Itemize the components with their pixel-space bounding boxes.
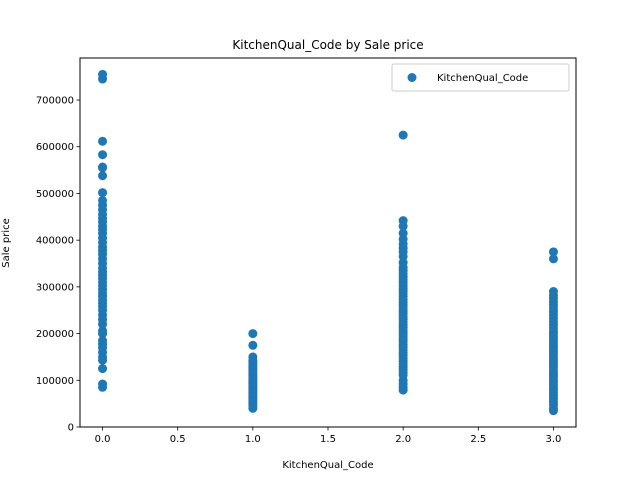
x-tick-label: 1.0 [245, 434, 261, 445]
x-tick-label: 0.0 [95, 434, 111, 445]
x-tick-label: 3.0 [546, 434, 562, 445]
data-point [98, 171, 108, 181]
data-point [98, 329, 108, 339]
y-tick-label: 700000 [36, 96, 74, 107]
y-tick-label: 400000 [36, 236, 74, 247]
legend: KitchenQual_Code [391, 63, 570, 92]
data-point [98, 74, 108, 84]
data-point [98, 188, 108, 198]
data-point [98, 136, 108, 146]
plot-frame [79, 57, 577, 428]
x-tick-label: 2.5 [470, 434, 486, 445]
data-point [98, 319, 108, 329]
x-tick-label: 2.0 [395, 434, 411, 445]
data-point [98, 364, 108, 374]
legend-marker [407, 73, 417, 82]
x-axis-label: KitchenQual_Code [282, 460, 373, 471]
y-tick-label: 500000 [36, 189, 74, 200]
x-axis: 0.0 0.5 1.0 1.5 2.0 2.5 3.0 [95, 427, 562, 445]
data-points [98, 69, 558, 416]
y-tick-label: 200000 [36, 329, 74, 340]
legend-box [391, 63, 570, 92]
data-point [248, 403, 258, 413]
y-tick-label: 0 [68, 423, 74, 434]
y-axis: 0 100000 200000 300000 400000 500000 600000 700… [36, 96, 80, 434]
legend-label: KitchenQual_Code [437, 73, 528, 84]
data-point [398, 221, 408, 231]
data-point [98, 382, 108, 392]
data-point [248, 329, 258, 339]
data-point [98, 355, 108, 365]
y-tick-label: 300000 [36, 282, 74, 293]
data-point [398, 130, 408, 140]
x-tick-label: 0.5 [170, 434, 186, 445]
data-point [548, 254, 558, 264]
x-tick-label: 1.5 [320, 434, 336, 445]
data-point [548, 406, 558, 416]
y-axis-label: Sale price [1, 218, 12, 267]
data-point [398, 385, 408, 395]
chart-title: KitchenQual_Code by Sale price [232, 38, 423, 52]
data-point [548, 247, 558, 257]
data-point [98, 150, 108, 160]
y-tick-label: 100000 [36, 376, 74, 387]
y-tick-label: 600000 [36, 142, 74, 153]
data-point [248, 340, 258, 350]
data-point [98, 163, 108, 173]
